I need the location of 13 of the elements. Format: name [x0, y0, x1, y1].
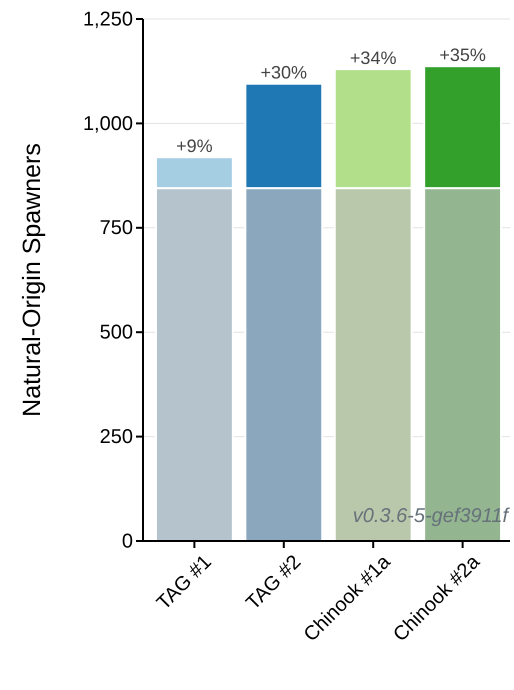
y-tick-label: 750	[100, 217, 133, 240]
x-tick-label: TAG #2	[242, 551, 306, 614]
y-tick-label: 1,000	[82, 112, 133, 135]
x-tick-label: TAG #1	[152, 551, 216, 614]
y-tick-label: 250	[100, 426, 133, 448]
annotation: +9%	[176, 136, 213, 156]
annotation: +34%	[350, 48, 396, 68]
y-tick-label: 1,250	[82, 8, 133, 30]
y-axis-title: Natural-Origin Spawners	[18, 143, 46, 417]
y-tick-label: 0	[122, 530, 133, 552]
annotation: +35%	[439, 45, 486, 66]
annotation: +30%	[260, 62, 308, 83]
y-tick-label: 500	[100, 322, 133, 344]
